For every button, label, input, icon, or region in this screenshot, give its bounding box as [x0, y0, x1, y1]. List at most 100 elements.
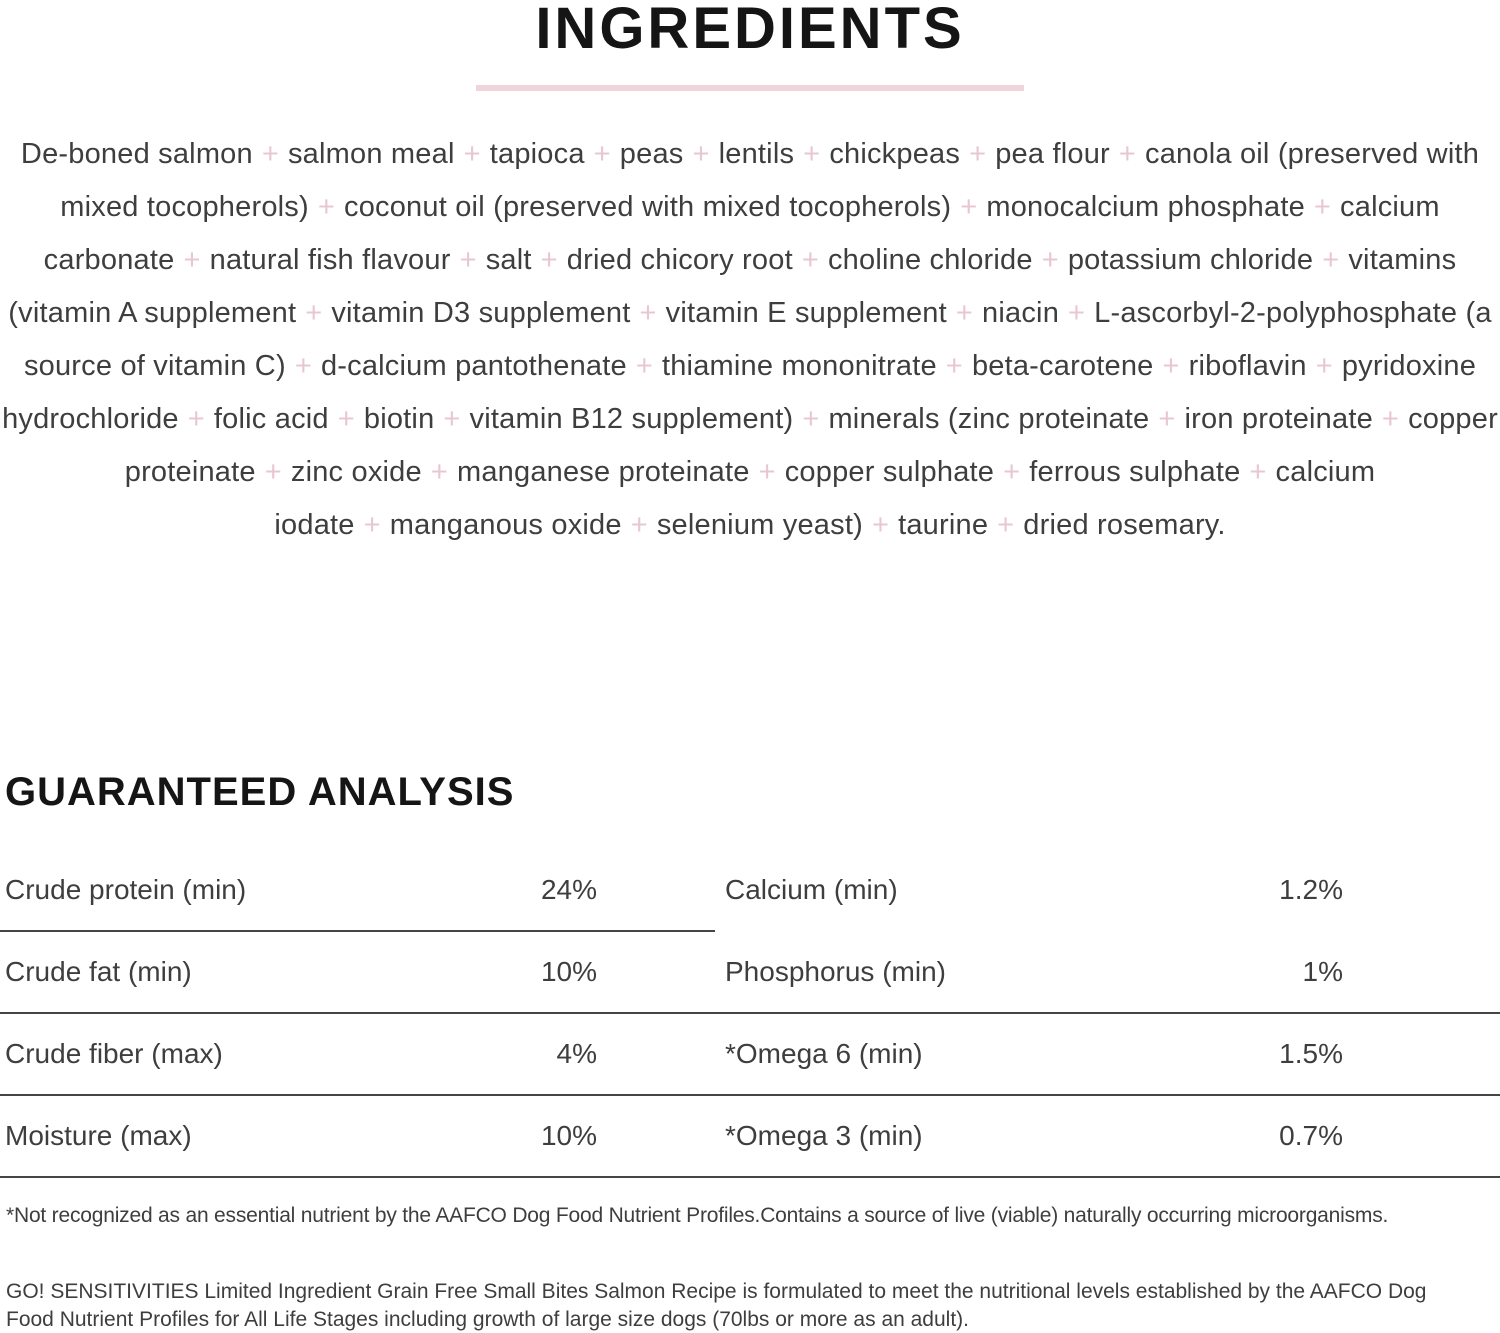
- ingredient-item: copper proteinate: [124, 403, 1498, 488]
- ingredient-item: L-ascorbyl-2-polyphosphate (a source of …: [23, 297, 1492, 382]
- plus-separator: +: [1158, 403, 1176, 435]
- ingredient-item: zinc oxide: [290, 456, 422, 488]
- plus-separator: +: [337, 403, 355, 435]
- plus-separator: +: [871, 509, 890, 541]
- ingredient-item: choline chloride: [827, 244, 1033, 276]
- analysis-left-pair: Crude protein (min) 24%: [0, 874, 597, 906]
- plus-separator: +: [630, 509, 648, 541]
- plus-separator: +: [430, 456, 448, 488]
- plus-separator: +: [801, 244, 819, 276]
- nutrient-value: 1.2%: [1279, 874, 1343, 905]
- plus-separator: +: [635, 350, 653, 382]
- ingredient-item: coconut oil (preserved with mixed tocoph…: [344, 191, 952, 223]
- ingredient-item: vitamins (vitamin A supplement: [8, 244, 1457, 329]
- row-divider: [0, 1094, 1500, 1096]
- ingredient-item: minerals (zinc proteinate: [828, 403, 1150, 435]
- plus-separator: +: [758, 456, 776, 488]
- analysis-right-pair: *Omega 6 (min) 1.5%: [725, 1038, 1343, 1070]
- ingredient-item: peas: [619, 138, 684, 170]
- aafco-footnote: *Not recognized as an essential nutrient…: [6, 1204, 1389, 1227]
- ingredient-item: taurine: [898, 509, 989, 541]
- nutrient-value: 1%: [1302, 956, 1343, 987]
- analysis-right-pair: Phosphorus (min) 1%: [725, 956, 1343, 988]
- ingredient-item: d-calcium pantothenate: [320, 350, 627, 382]
- plus-separator: +: [187, 403, 205, 435]
- plus-separator: +: [183, 244, 201, 276]
- plus-separator: +: [264, 456, 282, 488]
- plus-separator: +: [1162, 350, 1180, 382]
- plus-separator: +: [1003, 456, 1021, 488]
- analysis-left-pair: Crude fat (min) 10%: [0, 956, 597, 988]
- ingredient-item: biotin: [363, 403, 435, 435]
- plus-separator: +: [261, 138, 279, 170]
- ingredient-item: niacin: [982, 297, 1060, 329]
- nutrient-label: Crude fat (min): [5, 956, 192, 987]
- ingredient-item: selenium yeast): [656, 509, 863, 541]
- ingredient-item: ferrous sulphate: [1029, 456, 1241, 488]
- ingredients-title: INGREDIENTS: [535, 0, 965, 61]
- plus-separator: +: [317, 191, 335, 223]
- analysis-row: Crude fiber (max) 4% *Omega 6 (min) 1.5%: [0, 1014, 1500, 1094]
- ingredient-item: salt: [485, 244, 532, 276]
- plus-separator: +: [969, 138, 987, 170]
- guaranteed-analysis-section: GUARANTEED ANALYSIS Crude protein (min) 2…: [0, 772, 1500, 1333]
- plus-separator: +: [960, 191, 978, 223]
- ingredient-item: beta-carotene: [971, 350, 1154, 382]
- plus-separator: +: [463, 138, 481, 170]
- plus-separator: +: [802, 403, 820, 435]
- plus-separator: +: [363, 509, 381, 541]
- ingredient-item: potassium chloride: [1067, 244, 1314, 276]
- nutrient-label: Crude protein (min): [5, 874, 247, 905]
- plus-separator: +: [443, 403, 461, 435]
- ingredient-item: dried rosemary.: [1023, 509, 1226, 541]
- plus-separator: +: [459, 244, 477, 276]
- plus-separator: +: [997, 509, 1015, 541]
- ingredient-item: canola oil (preserved with mixed tocophe…: [60, 138, 1480, 223]
- nutrient-label: *Omega 6 (min): [725, 1038, 923, 1069]
- plus-separator: +: [540, 244, 558, 276]
- analysis-left-pair: Crude fiber (max) 4%: [0, 1038, 597, 1070]
- plus-separator: +: [1313, 191, 1332, 223]
- analysis-left-pair: Moisture (max) 10%: [0, 1120, 597, 1152]
- ingredients-paragraph: De-boned salmon + salmon meal + tapioca + peas…: [0, 128, 1500, 552]
- nutrient-value: 10%: [540, 956, 597, 987]
- plus-separator: +: [945, 350, 963, 382]
- formulation-statement: GO! SENSITIVITIES Limited Ingredient Gra…: [6, 1280, 1427, 1331]
- nutrient-value: 0.7%: [1279, 1120, 1343, 1151]
- plus-separator: +: [1041, 244, 1059, 276]
- ingredient-item: chickpeas: [829, 138, 961, 170]
- plus-separator: +: [294, 350, 312, 382]
- analysis-row: Moisture (max) 10% *Omega 3 (min) 0.7%: [0, 1096, 1500, 1176]
- ingredient-item: calcium iodate: [274, 456, 1376, 541]
- title-underline-rule: [476, 85, 1024, 91]
- ingredient-item: natural fish flavour: [209, 244, 451, 276]
- ingredient-item: dried chicory root: [566, 244, 793, 276]
- nutrient-value: 4%: [556, 1038, 597, 1069]
- nutrient-label: Calcium (min): [725, 874, 898, 905]
- analysis-row: Crude fat (min) 10% Phosphorus (min) 1%: [0, 932, 1500, 1012]
- ingredient-item: vitamin B12 supplement): [469, 403, 794, 435]
- ingredient-item: lentils: [718, 138, 795, 170]
- ingredient-item: manganese proteinate: [456, 456, 750, 488]
- plus-separator: +: [639, 297, 657, 329]
- ingredient-item: monocalcium phosphate: [986, 191, 1305, 223]
- row-divider: [0, 1012, 1500, 1014]
- ingredient-item: iron proteinate: [1184, 403, 1373, 435]
- nutrient-value: 1.5%: [1279, 1038, 1343, 1069]
- row-divider: [0, 1176, 1500, 1178]
- plus-separator: +: [1315, 350, 1333, 382]
- ingredient-item: pyridoxine hydrochloride: [2, 350, 1477, 435]
- ingredient-item: thiamine mononitrate: [661, 350, 937, 382]
- plus-separator: +: [1249, 456, 1267, 488]
- analysis-row: Crude protein (min) 24% Calcium (min) 1.2%: [0, 850, 1500, 930]
- ingredient-item: manganous oxide: [389, 509, 622, 541]
- nutrient-label: *Omega 3 (min): [725, 1120, 923, 1151]
- row-divider: [0, 930, 715, 932]
- plus-separator: +: [1118, 138, 1137, 170]
- ingredient-item: pea flour: [995, 138, 1110, 170]
- ingredient-item: tapioca: [489, 138, 585, 170]
- analysis-right-pair: *Omega 3 (min) 0.7%: [725, 1120, 1343, 1152]
- ingredient-item: vitamin E supplement: [665, 297, 947, 329]
- nutrient-label: Moisture (max): [5, 1120, 192, 1151]
